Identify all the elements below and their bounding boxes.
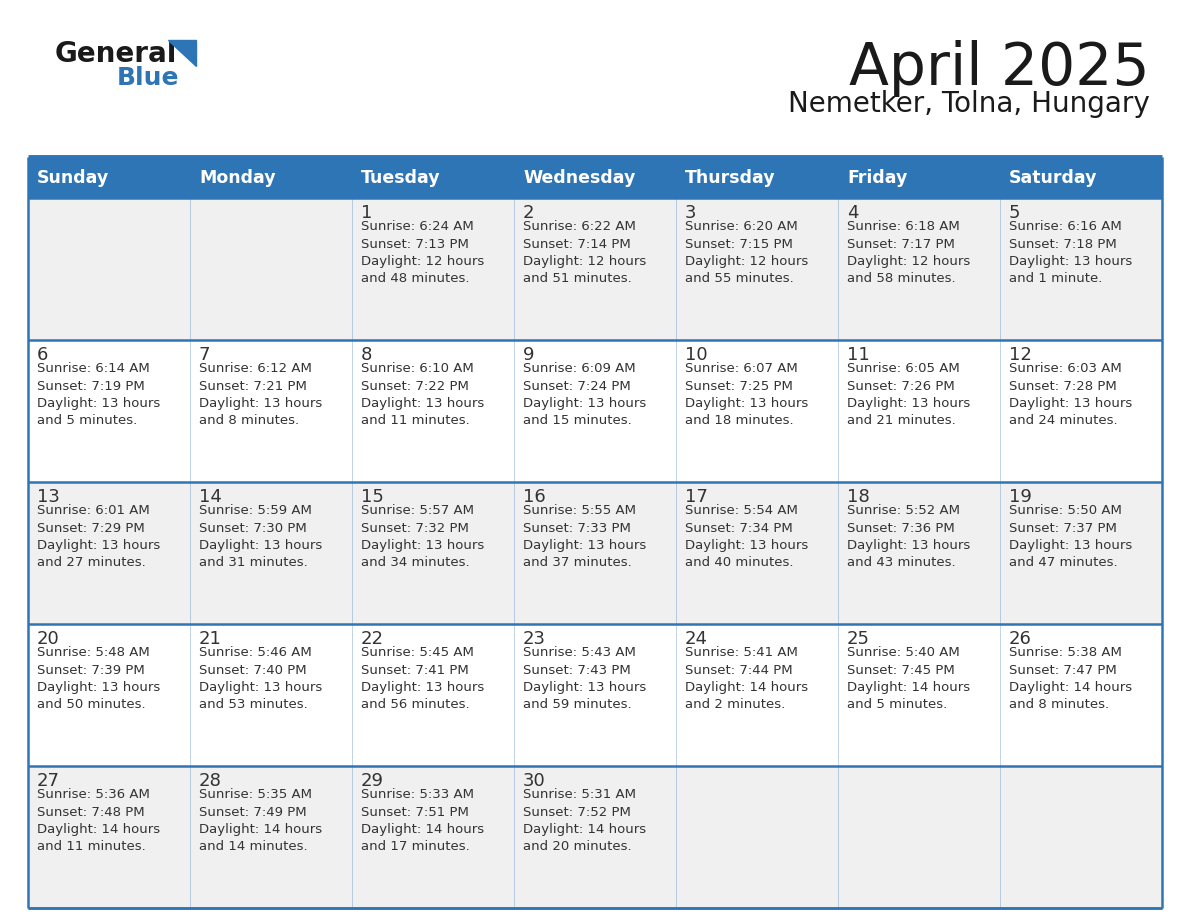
Text: Tuesday: Tuesday	[361, 169, 441, 187]
Text: Sunrise: 5:31 AM
Sunset: 7:52 PM
Daylight: 14 hours
and 20 minutes.: Sunrise: 5:31 AM Sunset: 7:52 PM Dayligh…	[523, 788, 646, 854]
Text: Friday: Friday	[847, 169, 908, 187]
Text: Sunday: Sunday	[37, 169, 109, 187]
Text: Sunrise: 6:18 AM
Sunset: 7:17 PM
Daylight: 12 hours
and 58 minutes.: Sunrise: 6:18 AM Sunset: 7:17 PM Dayligh…	[847, 220, 971, 285]
Text: 10: 10	[685, 346, 708, 364]
Text: 2: 2	[523, 204, 535, 222]
Text: 20: 20	[37, 630, 59, 648]
Text: Sunrise: 5:48 AM
Sunset: 7:39 PM
Daylight: 13 hours
and 50 minutes.: Sunrise: 5:48 AM Sunset: 7:39 PM Dayligh…	[37, 646, 160, 711]
Bar	[29, 766, 1162, 908]
Text: Blue: Blue	[116, 66, 179, 90]
Text: 15: 15	[361, 488, 384, 506]
Text: 3: 3	[685, 204, 696, 222]
Text: Sunrise: 6:20 AM
Sunset: 7:15 PM
Daylight: 12 hours
and 55 minutes.: Sunrise: 6:20 AM Sunset: 7:15 PM Dayligh…	[685, 220, 808, 285]
Text: Sunrise: 5:35 AM
Sunset: 7:49 PM
Daylight: 14 hours
and 14 minutes.: Sunrise: 5:35 AM Sunset: 7:49 PM Dayligh…	[200, 788, 322, 854]
Bar	[29, 482, 1162, 624]
Text: 5: 5	[1009, 204, 1020, 222]
Text: Sunrise: 5:59 AM
Sunset: 7:30 PM
Daylight: 13 hours
and 31 minutes.: Sunrise: 5:59 AM Sunset: 7:30 PM Dayligh…	[200, 504, 322, 569]
Text: 27: 27	[37, 772, 61, 790]
Text: Sunrise: 5:43 AM
Sunset: 7:43 PM
Daylight: 13 hours
and 59 minutes.: Sunrise: 5:43 AM Sunset: 7:43 PM Dayligh…	[523, 646, 646, 711]
Text: Sunrise: 5:46 AM
Sunset: 7:40 PM
Daylight: 13 hours
and 53 minutes.: Sunrise: 5:46 AM Sunset: 7:40 PM Dayligh…	[200, 646, 322, 711]
Text: Monday: Monday	[200, 169, 276, 187]
Text: 1: 1	[361, 204, 372, 222]
Text: Sunrise: 5:52 AM
Sunset: 7:36 PM
Daylight: 13 hours
and 43 minutes.: Sunrise: 5:52 AM Sunset: 7:36 PM Dayligh…	[847, 504, 971, 569]
Text: Nemetker, Tolna, Hungary: Nemetker, Tolna, Hungary	[789, 90, 1150, 118]
Polygon shape	[168, 40, 196, 66]
Text: Sunrise: 5:45 AM
Sunset: 7:41 PM
Daylight: 13 hours
and 56 minutes.: Sunrise: 5:45 AM Sunset: 7:41 PM Dayligh…	[361, 646, 485, 711]
Text: Sunrise: 5:57 AM
Sunset: 7:32 PM
Daylight: 13 hours
and 34 minutes.: Sunrise: 5:57 AM Sunset: 7:32 PM Dayligh…	[361, 504, 485, 569]
Text: 13: 13	[37, 488, 59, 506]
Text: General: General	[55, 40, 177, 68]
Text: 23: 23	[523, 630, 546, 648]
Text: Sunrise: 6:03 AM
Sunset: 7:28 PM
Daylight: 13 hours
and 24 minutes.: Sunrise: 6:03 AM Sunset: 7:28 PM Dayligh…	[1009, 362, 1132, 428]
Text: 30: 30	[523, 772, 545, 790]
Text: Sunrise: 5:33 AM
Sunset: 7:51 PM
Daylight: 14 hours
and 17 minutes.: Sunrise: 5:33 AM Sunset: 7:51 PM Dayligh…	[361, 788, 485, 854]
Text: Sunrise: 6:07 AM
Sunset: 7:25 PM
Daylight: 13 hours
and 18 minutes.: Sunrise: 6:07 AM Sunset: 7:25 PM Dayligh…	[685, 362, 808, 428]
Text: Thursday: Thursday	[685, 169, 776, 187]
Text: Sunrise: 5:50 AM
Sunset: 7:37 PM
Daylight: 13 hours
and 47 minutes.: Sunrise: 5:50 AM Sunset: 7:37 PM Dayligh…	[1009, 504, 1132, 569]
Text: 14: 14	[200, 488, 222, 506]
Text: Sunrise: 6:22 AM
Sunset: 7:14 PM
Daylight: 12 hours
and 51 minutes.: Sunrise: 6:22 AM Sunset: 7:14 PM Dayligh…	[523, 220, 646, 285]
Bar	[29, 340, 1162, 482]
Text: Sunrise: 6:01 AM
Sunset: 7:29 PM
Daylight: 13 hours
and 27 minutes.: Sunrise: 6:01 AM Sunset: 7:29 PM Dayligh…	[37, 504, 160, 569]
Text: 4: 4	[847, 204, 859, 222]
Text: 19: 19	[1009, 488, 1032, 506]
Text: 29: 29	[361, 772, 384, 790]
Text: Wednesday: Wednesday	[523, 169, 636, 187]
Text: Sunrise: 6:05 AM
Sunset: 7:26 PM
Daylight: 13 hours
and 21 minutes.: Sunrise: 6:05 AM Sunset: 7:26 PM Dayligh…	[847, 362, 971, 428]
Text: 7: 7	[200, 346, 210, 364]
Text: Sunrise: 6:16 AM
Sunset: 7:18 PM
Daylight: 13 hours
and 1 minute.: Sunrise: 6:16 AM Sunset: 7:18 PM Dayligh…	[1009, 220, 1132, 285]
Text: Sunrise: 5:40 AM
Sunset: 7:45 PM
Daylight: 14 hours
and 5 minutes.: Sunrise: 5:40 AM Sunset: 7:45 PM Dayligh…	[847, 646, 971, 711]
Text: Sunrise: 6:09 AM
Sunset: 7:24 PM
Daylight: 13 hours
and 15 minutes.: Sunrise: 6:09 AM Sunset: 7:24 PM Dayligh…	[523, 362, 646, 428]
Text: Sunrise: 5:36 AM
Sunset: 7:48 PM
Daylight: 14 hours
and 11 minutes.: Sunrise: 5:36 AM Sunset: 7:48 PM Dayligh…	[37, 788, 160, 854]
Text: 22: 22	[361, 630, 384, 648]
Text: 26: 26	[1009, 630, 1032, 648]
Text: Sunrise: 5:55 AM
Sunset: 7:33 PM
Daylight: 13 hours
and 37 minutes.: Sunrise: 5:55 AM Sunset: 7:33 PM Dayligh…	[523, 504, 646, 569]
Text: 8: 8	[361, 346, 372, 364]
Bar	[29, 624, 1162, 766]
Text: 11: 11	[847, 346, 870, 364]
Text: 21: 21	[200, 630, 222, 648]
Text: 16: 16	[523, 488, 545, 506]
Text: 25: 25	[847, 630, 870, 648]
Text: Saturday: Saturday	[1009, 169, 1098, 187]
Text: Sunrise: 6:24 AM
Sunset: 7:13 PM
Daylight: 12 hours
and 48 minutes.: Sunrise: 6:24 AM Sunset: 7:13 PM Dayligh…	[361, 220, 485, 285]
Text: 9: 9	[523, 346, 535, 364]
Text: 18: 18	[847, 488, 870, 506]
Text: Sunrise: 5:54 AM
Sunset: 7:34 PM
Daylight: 13 hours
and 40 minutes.: Sunrise: 5:54 AM Sunset: 7:34 PM Dayligh…	[685, 504, 808, 569]
Text: Sunrise: 6:12 AM
Sunset: 7:21 PM
Daylight: 13 hours
and 8 minutes.: Sunrise: 6:12 AM Sunset: 7:21 PM Dayligh…	[200, 362, 322, 428]
Text: Sunrise: 5:38 AM
Sunset: 7:47 PM
Daylight: 14 hours
and 8 minutes.: Sunrise: 5:38 AM Sunset: 7:47 PM Dayligh…	[1009, 646, 1132, 711]
Text: 6: 6	[37, 346, 49, 364]
Text: Sunrise: 5:41 AM
Sunset: 7:44 PM
Daylight: 14 hours
and 2 minutes.: Sunrise: 5:41 AM Sunset: 7:44 PM Dayligh…	[685, 646, 808, 711]
Text: Sunrise: 6:10 AM
Sunset: 7:22 PM
Daylight: 13 hours
and 11 minutes.: Sunrise: 6:10 AM Sunset: 7:22 PM Dayligh…	[361, 362, 485, 428]
Text: 28: 28	[200, 772, 222, 790]
Text: 17: 17	[685, 488, 708, 506]
Bar	[29, 158, 1162, 198]
Text: 12: 12	[1009, 346, 1032, 364]
Text: April 2025: April 2025	[849, 40, 1150, 97]
Text: Sunrise: 6:14 AM
Sunset: 7:19 PM
Daylight: 13 hours
and 5 minutes.: Sunrise: 6:14 AM Sunset: 7:19 PM Dayligh…	[37, 362, 160, 428]
Text: 24: 24	[685, 630, 708, 648]
Bar	[29, 198, 1162, 340]
